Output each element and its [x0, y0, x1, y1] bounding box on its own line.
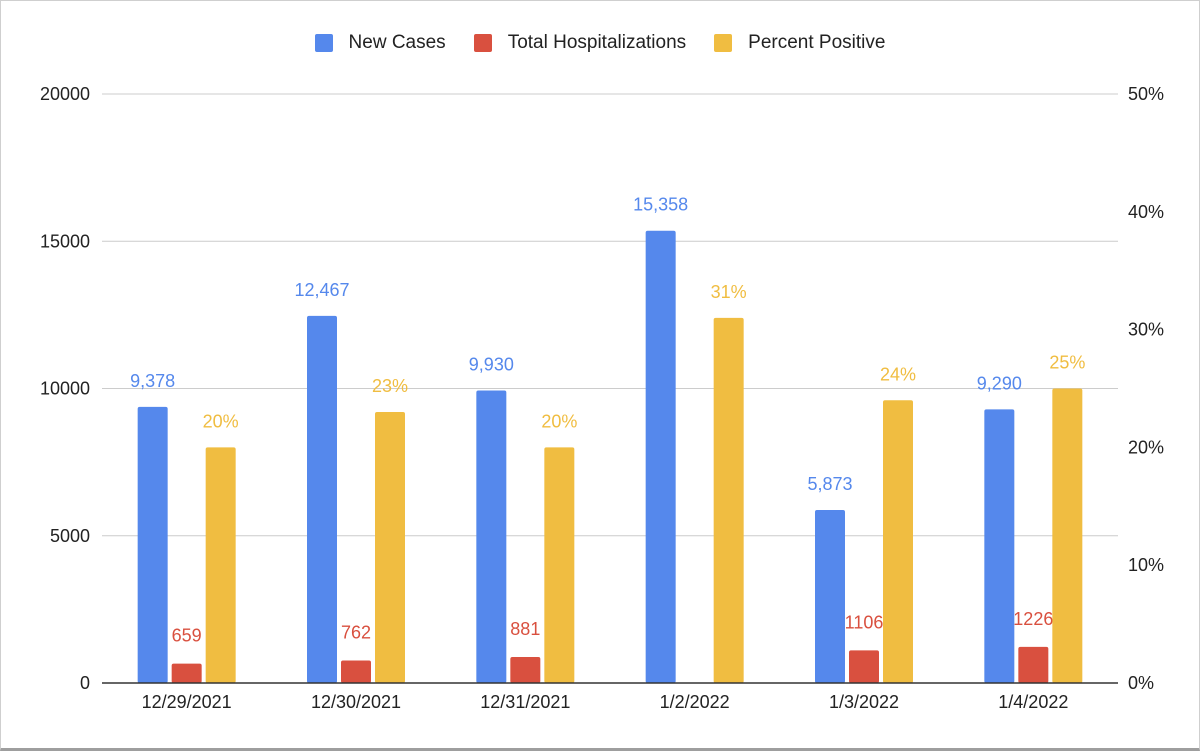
- data-label-percent-positive: 20%: [541, 411, 577, 431]
- bar-percent-positive: [713, 317, 744, 683]
- data-label-percent-positive: 23%: [372, 376, 408, 396]
- bar-new-cases: [645, 230, 676, 683]
- legend-item-total-hospitalizations[interactable]: Total Hospitalizations: [473, 32, 687, 54]
- data-label-total-hospitalizations: 881: [510, 619, 540, 639]
- bar-percent-positive: [883, 400, 913, 683]
- bar-percent-positive: [375, 412, 405, 683]
- x-tick-label: 1/3/2022: [829, 692, 899, 712]
- bar-new-cases: [476, 390, 507, 683]
- bar-percent-positive: [205, 447, 236, 683]
- x-tick-label: 1/4/2022: [998, 692, 1068, 712]
- legend-label-total-hospitalizations: Total Hospitalizations: [507, 32, 687, 53]
- legend-swatch-new-cases: [314, 34, 333, 52]
- x-tick-label: 1/2/2022: [660, 692, 730, 712]
- legend-swatch-total-hospitalizations: [473, 34, 492, 52]
- y-left-tick-label: 10000: [40, 379, 90, 399]
- y-right-tick-label: 50%: [1128, 84, 1164, 104]
- bar-total-hospitalizations: [1018, 646, 1049, 683]
- legend-swatch-percent-positive: [714, 34, 733, 52]
- bar-new-cases: [137, 406, 168, 683]
- data-label-percent-positive: 25%: [1049, 353, 1085, 373]
- bar-new-cases: [984, 409, 1015, 683]
- x-tick-label: 12/30/2021: [311, 692, 401, 712]
- y-left-tick-label: 15000: [40, 231, 90, 251]
- data-label-new-cases: 9,930: [469, 355, 514, 375]
- legend-label-percent-positive: Percent Positive: [748, 32, 886, 53]
- data-label-new-cases: 15,358: [633, 195, 688, 215]
- data-label-percent-positive: 20%: [203, 411, 239, 431]
- y-right-tick-label: 30%: [1128, 320, 1164, 340]
- data-label-new-cases: 12,467: [294, 280, 349, 300]
- data-label-percent-positive: 24%: [880, 364, 916, 384]
- bar-total-hospitalizations: [341, 660, 371, 683]
- data-label-new-cases: 9,290: [977, 373, 1022, 393]
- legend-label-new-cases: New Cases: [348, 32, 446, 53]
- x-tick-label: 12/31/2021: [480, 692, 570, 712]
- y-left-tick-label: 20000: [40, 84, 90, 104]
- chart-legend: New Cases Total Hospitalizations Percent…: [0, 32, 1200, 54]
- y-right-tick-label: 40%: [1128, 202, 1164, 222]
- bar-new-cases: [307, 315, 337, 683]
- bar-total-hospitalizations: [849, 650, 879, 683]
- data-label-total-hospitalizations: 1226: [1013, 609, 1053, 629]
- data-label-percent-positive: 31%: [711, 282, 747, 302]
- y-right-tick-label: 20%: [1128, 437, 1164, 457]
- legend-item-percent-positive[interactable]: Percent Positive: [714, 32, 885, 54]
- data-label-total-hospitalizations: 762: [341, 623, 371, 643]
- data-label-new-cases: 5,873: [807, 474, 852, 494]
- y-left-tick-label: 5000: [50, 526, 90, 546]
- y-left-tick-label: 0: [80, 673, 90, 693]
- bar-total-hospitalizations: [171, 663, 202, 683]
- legend-item-new-cases[interactable]: New Cases: [314, 32, 446, 54]
- bar-total-hospitalizations: [510, 657, 541, 683]
- data-label-total-hospitalizations: 1106: [845, 612, 884, 632]
- bar-percent-positive: [1052, 388, 1083, 683]
- bar-new-cases: [815, 510, 845, 683]
- bar-percent-positive: [544, 447, 575, 683]
- y-right-tick-label: 0%: [1128, 673, 1154, 693]
- data-label-total-hospitalizations: 659: [172, 626, 202, 646]
- data-label-new-cases: 9,378: [130, 371, 175, 391]
- x-tick-label: 12/29/2021: [142, 692, 232, 712]
- y-right-tick-label: 10%: [1128, 555, 1164, 575]
